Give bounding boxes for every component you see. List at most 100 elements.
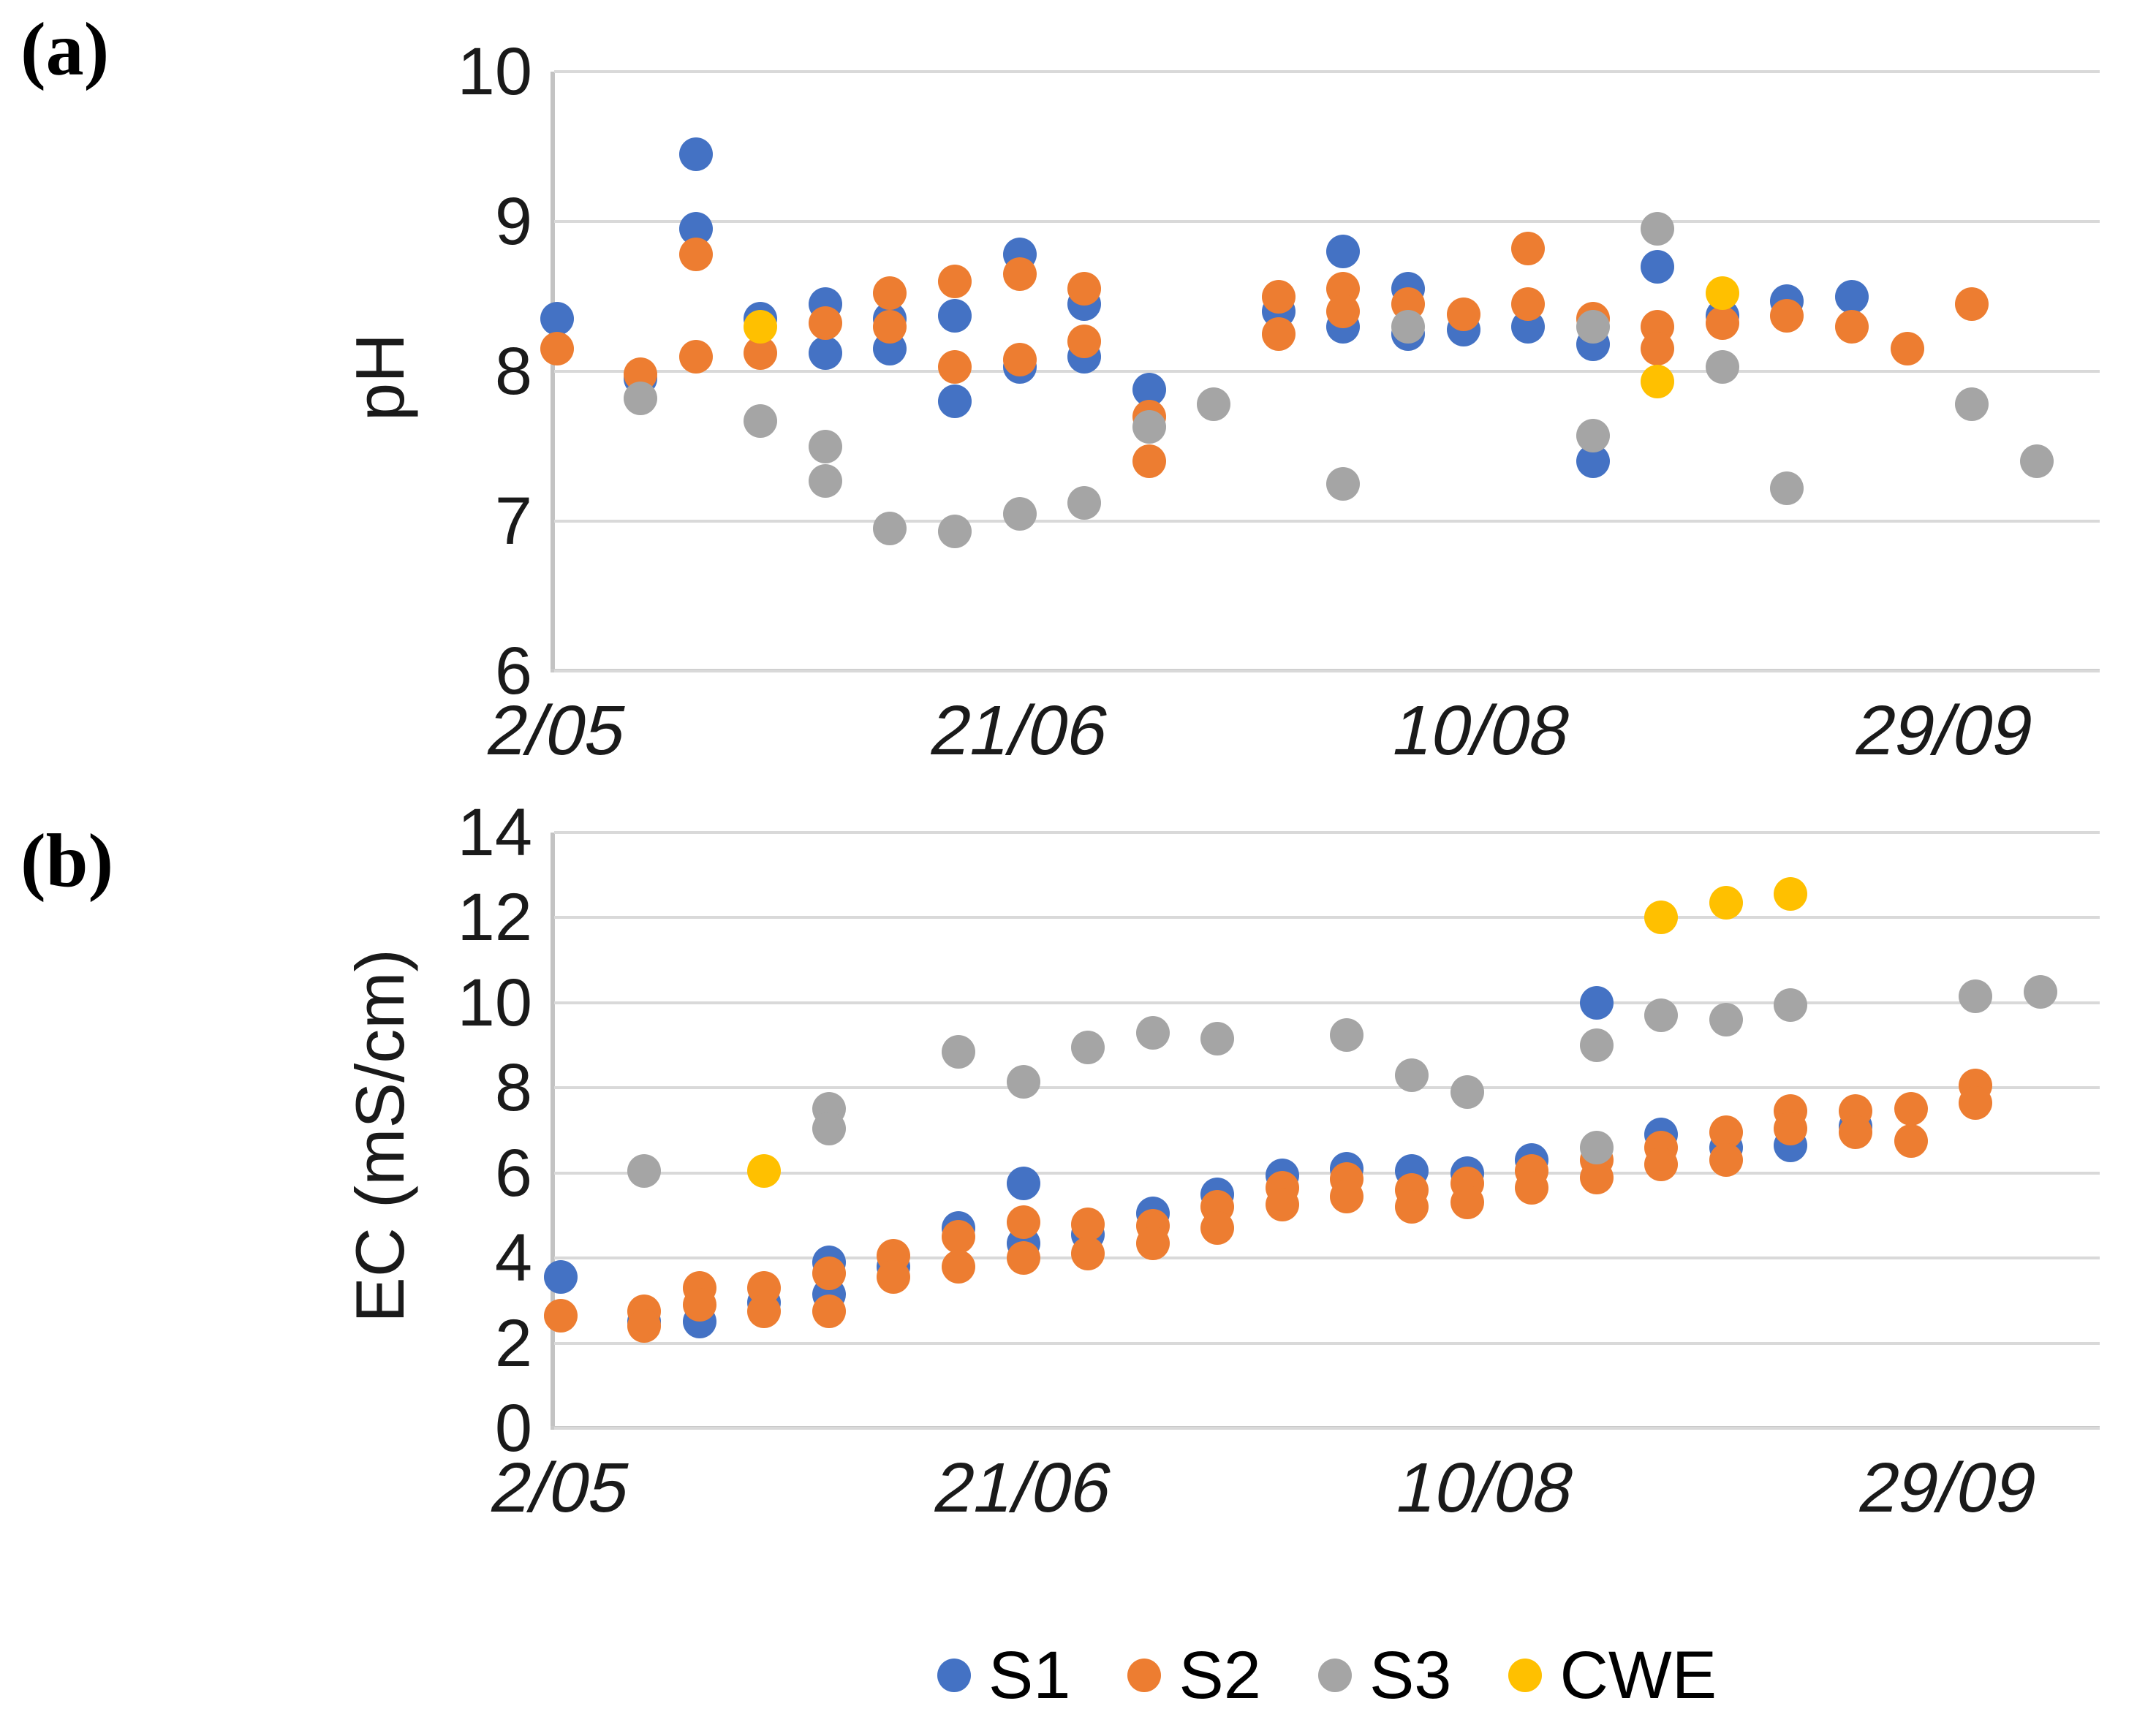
gridline-y-0	[554, 1427, 2100, 1430]
x-tick-label-29-09: 29/09	[1848, 691, 2041, 770]
data-point-S2	[941, 1220, 975, 1254]
legend-label-s3: S3	[1369, 1638, 1452, 1713]
data-point-S2	[1450, 1186, 1484, 1220]
data-point-S2	[812, 1256, 846, 1290]
chart-legend: S1 S2 S3 CWE	[554, 1639, 2100, 1712]
data-point-S2	[877, 1260, 911, 1295]
data-point-S2	[1261, 317, 1296, 351]
data-point-S2	[1894, 1092, 1928, 1126]
gridline-y-7	[554, 520, 2100, 523]
y-tick-label: 14	[457, 795, 532, 870]
data-point-S2	[1330, 1179, 1364, 1213]
data-point-S1	[808, 336, 842, 371]
data-point-CWE	[1774, 877, 1808, 911]
y-tick-label: 8	[494, 1050, 532, 1126]
data-point-S2	[1579, 1160, 1614, 1194]
data-point-CWE	[1641, 365, 1675, 399]
legend-item-s3: S3	[1317, 1638, 1452, 1713]
data-point-S3	[1450, 1075, 1484, 1110]
data-point-S2	[1326, 295, 1361, 328]
data-point-S1	[1326, 235, 1361, 268]
y-tick-label: 12	[457, 880, 532, 955]
y-tick-label: 8	[494, 334, 532, 409]
data-point-S2	[873, 276, 907, 311]
legend-label-cwe: CWE	[1559, 1638, 1717, 1713]
data-point-S2	[1071, 1237, 1105, 1271]
gridline-y-6	[554, 670, 2100, 672]
chart-a-plot-area	[540, 70, 2100, 672]
data-point-S2	[941, 1249, 975, 1284]
data-point-S1	[1579, 985, 1614, 1020]
data-point-S2	[812, 1294, 846, 1328]
data-point-S2	[1265, 1188, 1299, 1222]
data-point-S3	[808, 463, 842, 498]
x-tick-label-29-09: 29/09	[1852, 1449, 2045, 1527]
data-point-S3	[1391, 309, 1425, 344]
data-point-S1	[937, 299, 972, 333]
data-point-S2	[1959, 1085, 1993, 1120]
panel-a-label: (a)	[20, 7, 110, 91]
data-point-S3	[1002, 496, 1037, 531]
data-point-S2	[1890, 332, 1924, 366]
data-point-S1	[937, 384, 972, 418]
data-point-S3	[744, 403, 778, 438]
data-point-S3	[1394, 1058, 1429, 1092]
gridline-y-10	[554, 70, 2100, 73]
data-point-CWE	[744, 309, 778, 344]
legend-item-cwe: CWE	[1508, 1639, 1717, 1712]
x-tick-label-10-08: 10/08	[1385, 691, 1578, 770]
data-point-CWE	[747, 1153, 782, 1188]
data-point-S3	[1576, 309, 1610, 344]
data-point-S2	[1002, 257, 1037, 291]
data-point-S3	[1579, 1028, 1614, 1063]
data-point-S3	[2020, 444, 2054, 478]
data-point-S2	[1394, 1190, 1429, 1224]
data-point-S2	[1835, 309, 1869, 344]
legend-label-s1: S1	[988, 1638, 1071, 1713]
data-point-S3	[941, 1034, 975, 1069]
y-tick-label: 6	[494, 634, 532, 708]
data-point-S2	[1894, 1124, 1928, 1159]
data-point-S2	[1002, 342, 1037, 376]
data-point-S1	[678, 137, 713, 171]
data-point-S3	[1071, 1030, 1105, 1064]
data-point-S3	[1955, 387, 1989, 422]
data-point-S2	[1261, 279, 1296, 314]
data-point-S3	[812, 1111, 846, 1145]
data-point-S3	[1774, 988, 1808, 1022]
data-point-S2	[1200, 1211, 1235, 1246]
data-point-S1	[540, 302, 574, 336]
data-point-S3	[1576, 419, 1610, 453]
data-point-S3	[1709, 1003, 1743, 1037]
data-point-S3	[1067, 486, 1102, 520]
legend-item-s2: S2	[1127, 1639, 1261, 1712]
gridline-y-14	[554, 831, 2100, 834]
data-point-S2	[1135, 1226, 1170, 1260]
y-tick-label: 0	[494, 1391, 532, 1466]
legend-marker-s2	[1127, 1659, 1162, 1692]
legend-label-s2: S2	[1179, 1638, 1261, 1713]
data-point-S2	[1774, 1111, 1808, 1145]
data-point-S2	[1067, 325, 1102, 358]
data-point-S3	[1135, 1015, 1170, 1050]
data-point-S2	[678, 339, 713, 374]
data-point-S3	[1641, 212, 1675, 246]
data-point-S3	[1326, 466, 1361, 501]
data-point-S3	[1959, 979, 1993, 1014]
x-tick-label-21-06: 21/06	[927, 1449, 1120, 1527]
data-point-S2	[1644, 1148, 1679, 1182]
data-point-S2	[1705, 306, 1739, 341]
data-point-S2	[1446, 297, 1480, 332]
gridline-y-12	[554, 916, 2100, 920]
data-point-S2	[1770, 299, 1804, 333]
gridline-y-4	[554, 1256, 2100, 1260]
y-tick-label: 6	[494, 1135, 532, 1210]
data-point-S3	[937, 515, 972, 549]
data-point-S1	[1641, 249, 1675, 284]
data-point-S2	[747, 1294, 782, 1328]
chart-b-plot-area	[544, 831, 2100, 1430]
data-point-S2	[1132, 444, 1166, 478]
data-point-S3	[623, 381, 657, 415]
y-tick-label: 2	[494, 1305, 532, 1381]
data-point-S2	[873, 309, 907, 344]
